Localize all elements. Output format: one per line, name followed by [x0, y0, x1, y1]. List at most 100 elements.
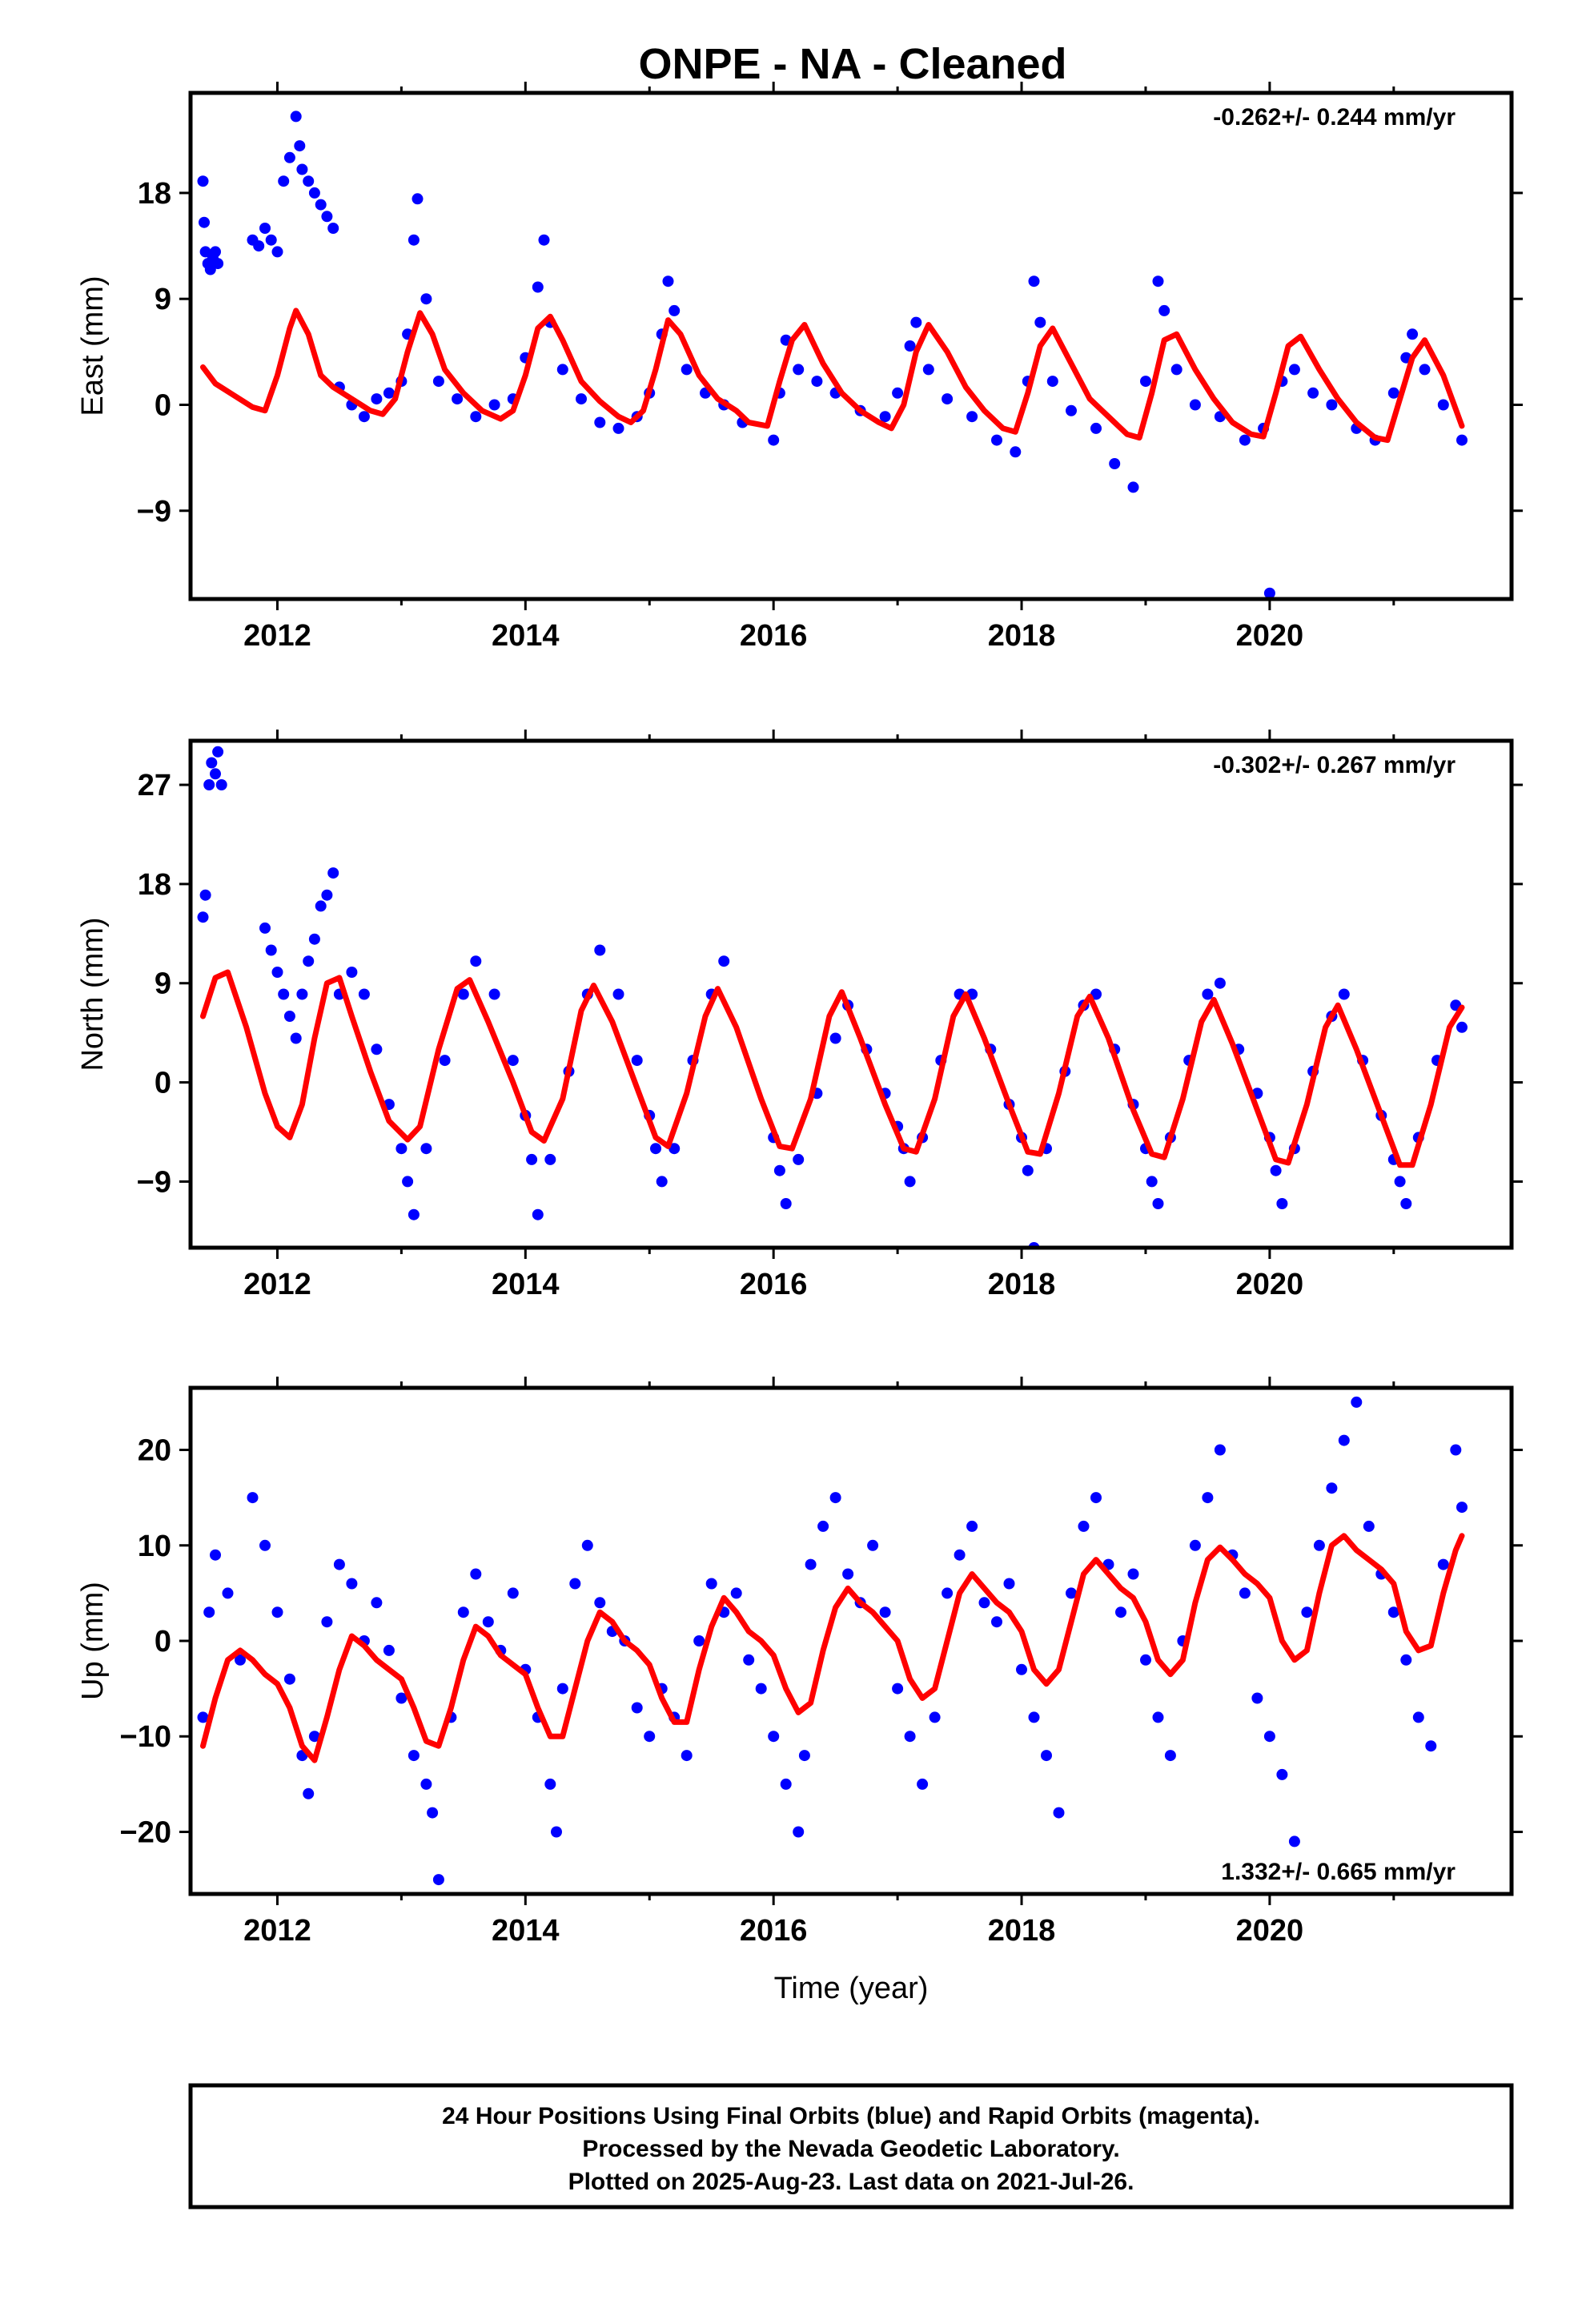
up-data-point — [420, 1778, 432, 1790]
up-data-point — [978, 1597, 990, 1609]
east-data-point — [669, 304, 681, 316]
east-data-point — [1239, 434, 1251, 446]
up-data-point — [929, 1711, 941, 1723]
east-data-point — [1066, 404, 1077, 416]
up-data-point — [1456, 1502, 1468, 1514]
east-data-point — [408, 234, 420, 246]
north-rate-label: -0.302+/- 0.267 mm/yr — [1213, 752, 1456, 778]
north-plot-area — [197, 746, 1468, 1248]
up-data-point — [1003, 1578, 1015, 1590]
up-y-tick-label: −20 — [120, 1815, 171, 1849]
up-data-point — [1127, 1568, 1139, 1580]
east-data-point — [1152, 275, 1164, 287]
north-data-point — [303, 955, 315, 967]
north-data-point — [1202, 988, 1214, 1000]
up-data-point — [408, 1750, 420, 1762]
up-data-point — [1301, 1606, 1313, 1618]
up-y-tick-label: 0 — [155, 1625, 171, 1659]
north-data-point — [594, 944, 606, 956]
up-data-point — [1412, 1711, 1424, 1723]
up-data-point — [333, 1558, 345, 1570]
north-data-point — [470, 955, 482, 967]
up-data-point — [507, 1587, 519, 1599]
east-data-point — [296, 163, 308, 175]
up-data-point — [581, 1539, 593, 1551]
up-data-point — [457, 1606, 469, 1618]
up-data-point — [917, 1778, 929, 1790]
east-data-point — [811, 376, 823, 388]
up-data-point — [1400, 1654, 1412, 1666]
north-data-point — [1276, 1198, 1288, 1209]
up-data-point — [644, 1731, 656, 1743]
east-data-point — [1158, 304, 1170, 316]
up-frame — [188, 1385, 1514, 1896]
up-x-tick-label: 2020 — [1236, 1914, 1304, 1948]
up-data-point — [842, 1568, 854, 1580]
east-data-point — [290, 111, 302, 123]
up-data-point — [1078, 1520, 1090, 1532]
east-data-point — [1028, 275, 1040, 287]
east-data-point — [904, 340, 916, 352]
up-x-axis-label: Time (year) — [774, 1972, 929, 2005]
east-data-point — [1046, 376, 1058, 388]
north-data-point — [439, 1055, 451, 1067]
north-data-point — [321, 889, 333, 901]
north-y-tick-label: 18 — [138, 868, 171, 902]
up-data-point — [1202, 1492, 1214, 1504]
up-data-point — [1276, 1768, 1288, 1780]
east-data-point — [892, 387, 904, 399]
north-data-point — [308, 933, 320, 945]
up-data-point — [829, 1492, 841, 1504]
up-data-point — [631, 1702, 643, 1714]
east-y-tick-label: 0 — [155, 388, 171, 422]
east-data-point — [412, 193, 424, 205]
up-y-tick-label: 10 — [138, 1530, 171, 1563]
footer-line-3: Plotted on 2025-Aug-23. Last data on 202… — [568, 2169, 1134, 2195]
up-data-point — [396, 1692, 408, 1704]
north-data-point — [904, 1176, 916, 1188]
up-data-point — [247, 1492, 259, 1504]
up-x-tick-label: 2018 — [988, 1914, 1056, 1948]
north-scatter-series — [197, 746, 1468, 1248]
up-data-point — [892, 1683, 904, 1695]
north-data-point — [396, 1143, 408, 1155]
up-data-point — [569, 1578, 581, 1590]
up-data-point — [1326, 1482, 1338, 1494]
north-data-point — [544, 1153, 556, 1165]
east-data-point — [1170, 364, 1182, 376]
north-data-point — [265, 944, 277, 956]
up-data-point — [321, 1616, 333, 1628]
east-data-point — [432, 376, 444, 388]
up-data-point — [768, 1731, 780, 1743]
up-plot-area — [197, 1396, 1468, 1886]
east-x-tick-label: 2012 — [243, 619, 311, 653]
up-data-point — [544, 1778, 556, 1790]
north-panel: 2012 2014 2016 2018 2020 −9 0 9 18 27 North (mm) -0… — [76, 730, 1523, 1301]
north-y-axis-label: North (mm) — [76, 917, 110, 1071]
north-data-point — [1214, 977, 1226, 989]
up-data-point — [681, 1750, 693, 1762]
up-data-point — [383, 1644, 395, 1656]
east-data-point — [210, 246, 221, 258]
up-model-line — [200, 1533, 1465, 1763]
footer-frame — [188, 2083, 1514, 2209]
east-data-point — [576, 393, 587, 405]
up-data-point — [1066, 1587, 1077, 1599]
east-data-point — [294, 140, 306, 152]
north-frame — [188, 738, 1514, 1250]
up-data-point — [1140, 1654, 1151, 1666]
up-data-point — [1090, 1492, 1102, 1504]
east-y-tick-label: 9 — [155, 283, 171, 316]
up-data-point — [942, 1587, 954, 1599]
east-data-point — [265, 234, 277, 246]
east-data-point — [1437, 399, 1449, 411]
up-data-point — [1152, 1711, 1164, 1723]
up-data-point — [1115, 1606, 1126, 1618]
north-data-point — [631, 1055, 643, 1067]
east-plot-area — [197, 111, 1468, 599]
east-data-point — [1263, 587, 1275, 599]
up-y-tick-label: −10 — [120, 1720, 171, 1754]
up-panel: 2012 2014 2016 2018 2020 −20 −10 0 10 20 Up (mm) Ti… — [76, 1377, 1523, 2005]
up-data-point — [755, 1683, 767, 1695]
up-data-point — [271, 1606, 283, 1618]
